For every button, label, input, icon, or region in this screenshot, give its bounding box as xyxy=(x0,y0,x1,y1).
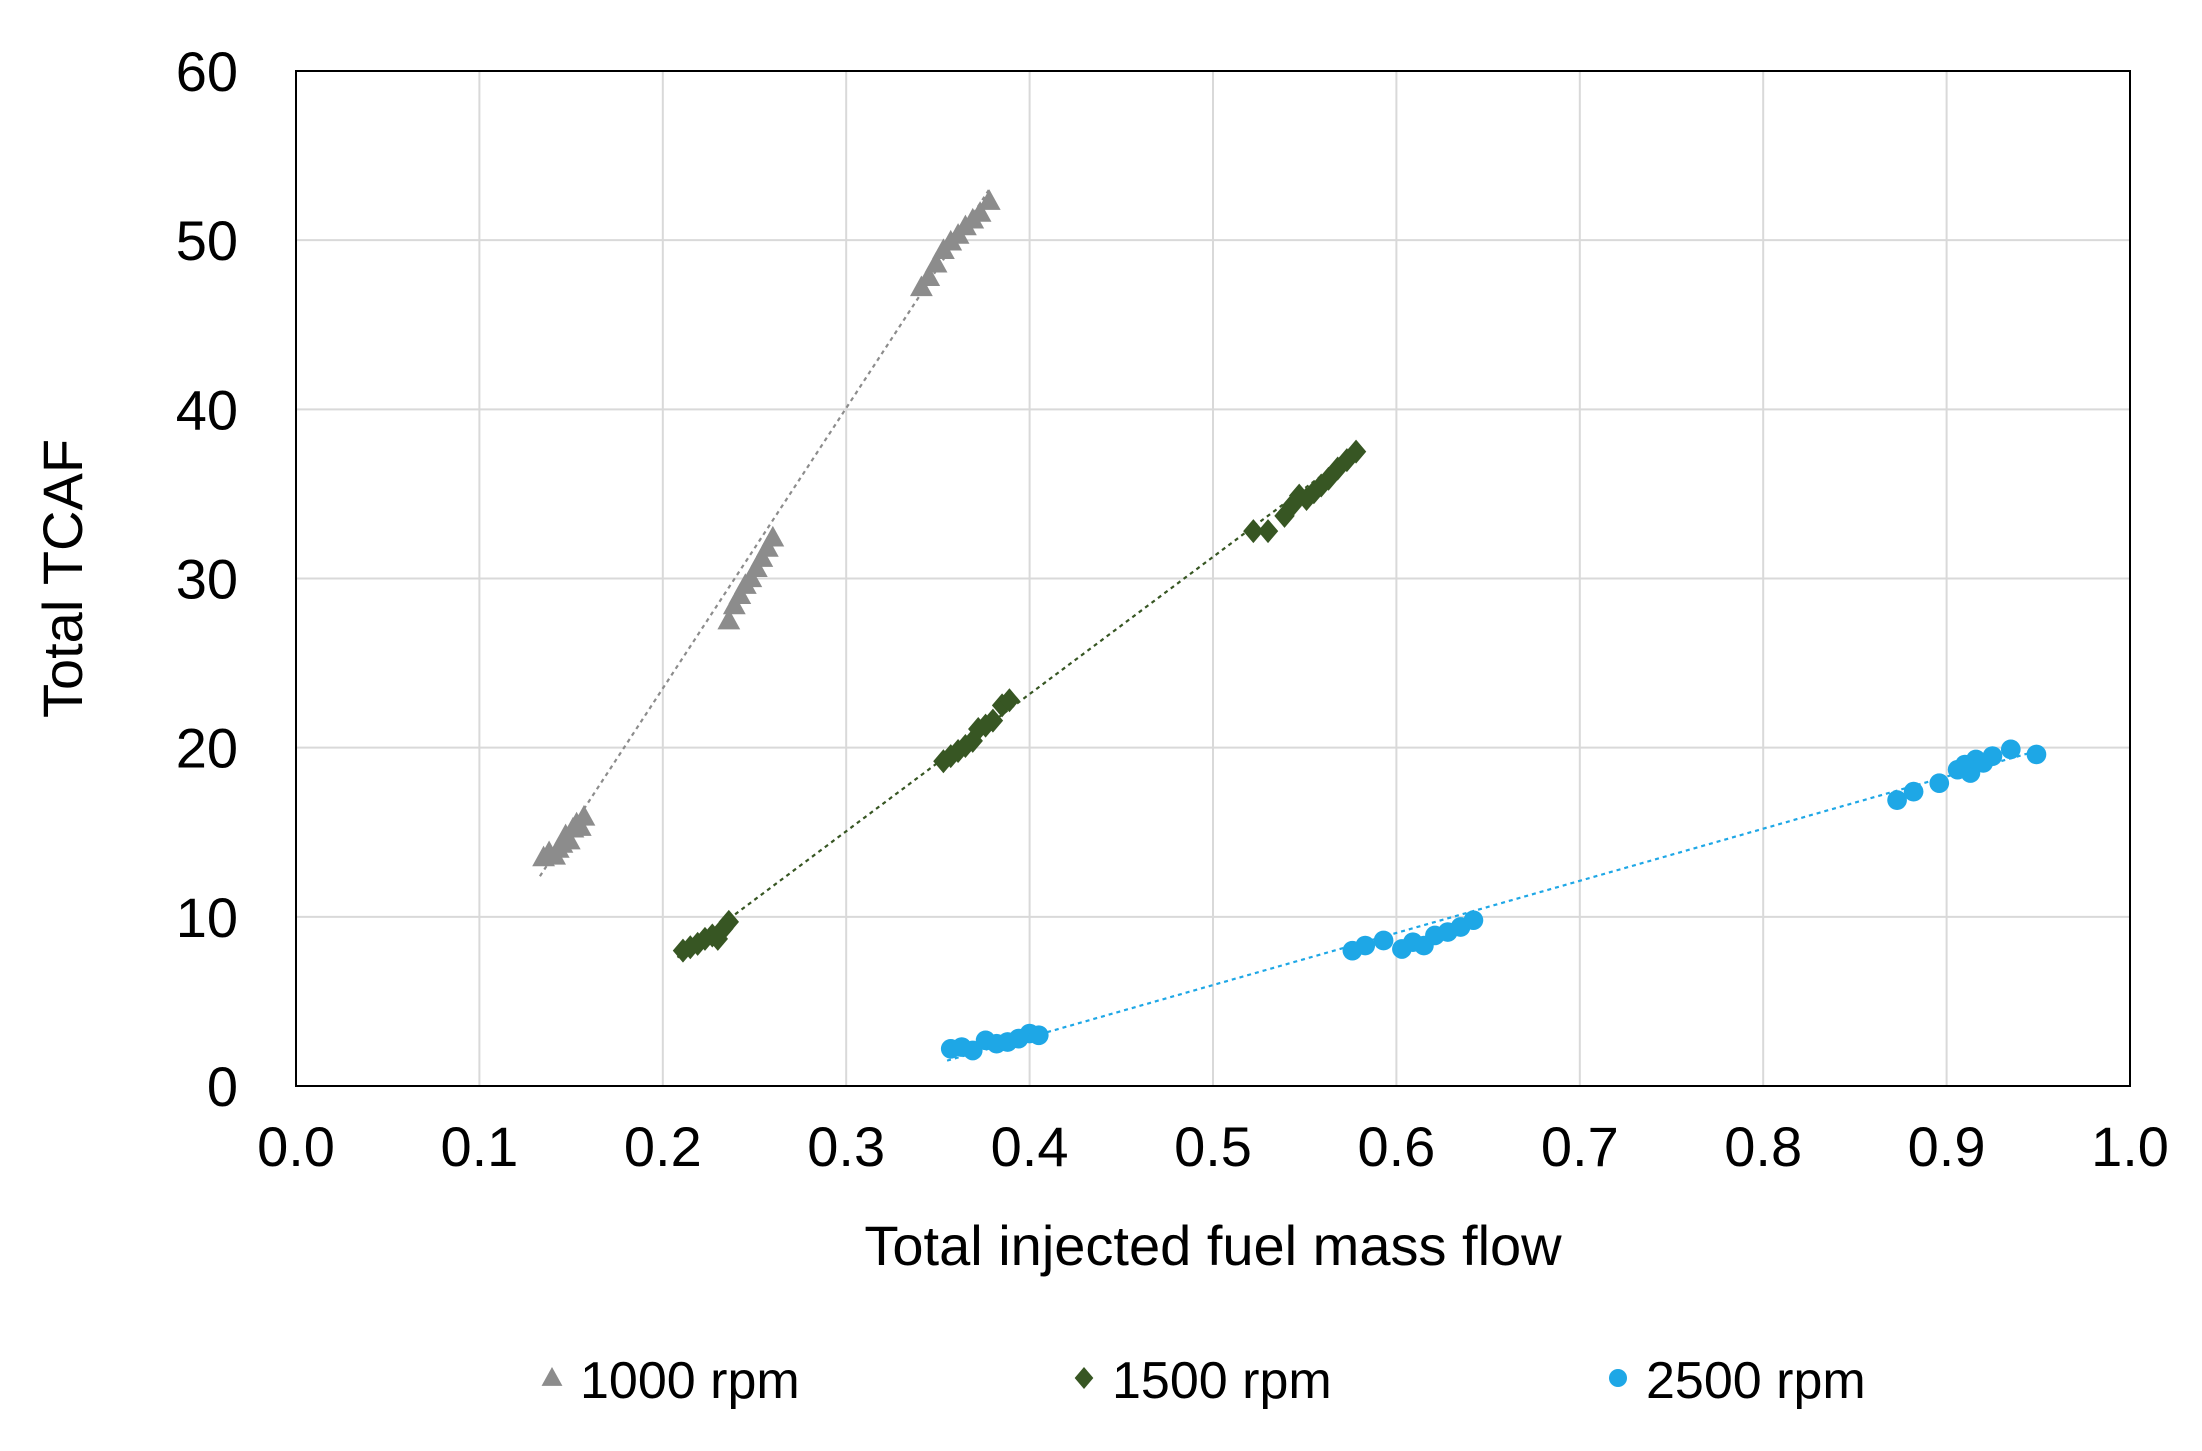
legend: 1000 rpm 1500 rpm 2500 rpm xyxy=(541,1352,1866,1410)
data-point-series-0 xyxy=(572,805,596,826)
y-tick-label: 60 xyxy=(176,40,238,103)
data-point-series-0 xyxy=(924,251,948,273)
data-point-series-1 xyxy=(1345,439,1367,464)
data-point-series-2 xyxy=(2026,744,2047,765)
data-point-series-1 xyxy=(1257,519,1279,544)
y-axis-title: Total TCAF xyxy=(31,439,94,718)
x-tick-label: 0.3 xyxy=(807,1115,885,1178)
trendline-layer xyxy=(539,188,2037,1062)
data-point-series-1 xyxy=(955,733,976,758)
data-point-series-1 xyxy=(982,708,1004,733)
data-point-series-0 xyxy=(968,201,992,222)
data-point-series-1 xyxy=(680,935,701,960)
x-tick-label: 0.4 xyxy=(991,1115,1069,1178)
x-tick-label: 0.2 xyxy=(624,1115,702,1178)
tick-label-layer: 0.0 0.1 0.2 0.3 0.4 0.5 0.6 0.7 0.8 0.9 1.0 0 10 20 30… xyxy=(176,40,2169,1178)
x-tick-label: 0.5 xyxy=(1174,1115,1252,1178)
data-point-series-0 xyxy=(917,265,941,287)
marker-layer xyxy=(532,189,2047,1061)
data-point-series-2 xyxy=(1887,790,1907,810)
legend-marker-1 xyxy=(1074,1367,1094,1389)
data-point-series-1 xyxy=(718,909,740,934)
data-point-series-1 xyxy=(999,688,1020,713)
x-tick-label: 0.0 xyxy=(257,1115,335,1178)
data-point-series-2 xyxy=(1463,910,1484,931)
x-tick-label: 0.9 xyxy=(1908,1115,1986,1178)
data-point-series-1 xyxy=(962,728,983,753)
trendline-series-1 xyxy=(676,449,1357,959)
data-point-series-1 xyxy=(1336,448,1358,473)
data-point-series-2 xyxy=(1373,930,1394,951)
y-tick-label: 20 xyxy=(176,717,238,780)
legend-label-0: 1000 rpm xyxy=(580,1352,800,1410)
grid-layer xyxy=(296,71,2130,1086)
legend-label-1: 1500 rpm xyxy=(1112,1352,1332,1410)
data-point-series-2 xyxy=(1028,1025,1049,1046)
data-point-series-0 xyxy=(717,608,741,630)
x-tick-label: 0.8 xyxy=(1724,1115,1802,1178)
plot-area-border xyxy=(295,70,2131,1087)
data-point-series-1 xyxy=(1243,519,1264,544)
x-axis-title: Total injected fuel mass flow xyxy=(864,1214,1562,1277)
data-point-series-1 xyxy=(940,744,961,769)
trendline-series-2 xyxy=(946,749,2037,1062)
data-point-series-0 xyxy=(977,189,1001,210)
data-point-series-2 xyxy=(2000,739,2021,760)
data-point-series-2 xyxy=(1982,746,2003,766)
x-tick-label: 0.7 xyxy=(1541,1115,1619,1178)
legend-marker-2 xyxy=(1608,1368,1628,1388)
y-tick-label: 10 xyxy=(176,886,238,949)
y-tick-label: 30 xyxy=(176,548,238,611)
x-tick-label: 1.0 xyxy=(2091,1115,2169,1178)
x-tick-label: 0.6 xyxy=(1357,1115,1435,1178)
data-point-series-2 xyxy=(1903,781,1924,802)
data-point-series-0 xyxy=(557,828,581,850)
trendline-series-0 xyxy=(539,188,991,877)
y-tick-label: 40 xyxy=(176,378,238,441)
data-point-series-1 xyxy=(707,926,729,951)
data-point-series-0 xyxy=(761,525,785,547)
legend-label-2: 2500 rpm xyxy=(1646,1352,1866,1410)
y-tick-label: 50 xyxy=(176,209,238,272)
data-point-series-1 xyxy=(933,749,954,774)
data-point-series-1 xyxy=(968,717,989,742)
x-tick-label: 0.1 xyxy=(440,1115,518,1178)
y-tick-label: 0 xyxy=(207,1055,238,1118)
data-point-series-2 xyxy=(1929,773,1950,794)
data-point-series-1 xyxy=(694,926,716,951)
legend-marker-0 xyxy=(541,1367,563,1386)
data-point-series-1 xyxy=(947,739,969,764)
data-point-series-2 xyxy=(1355,935,1376,956)
